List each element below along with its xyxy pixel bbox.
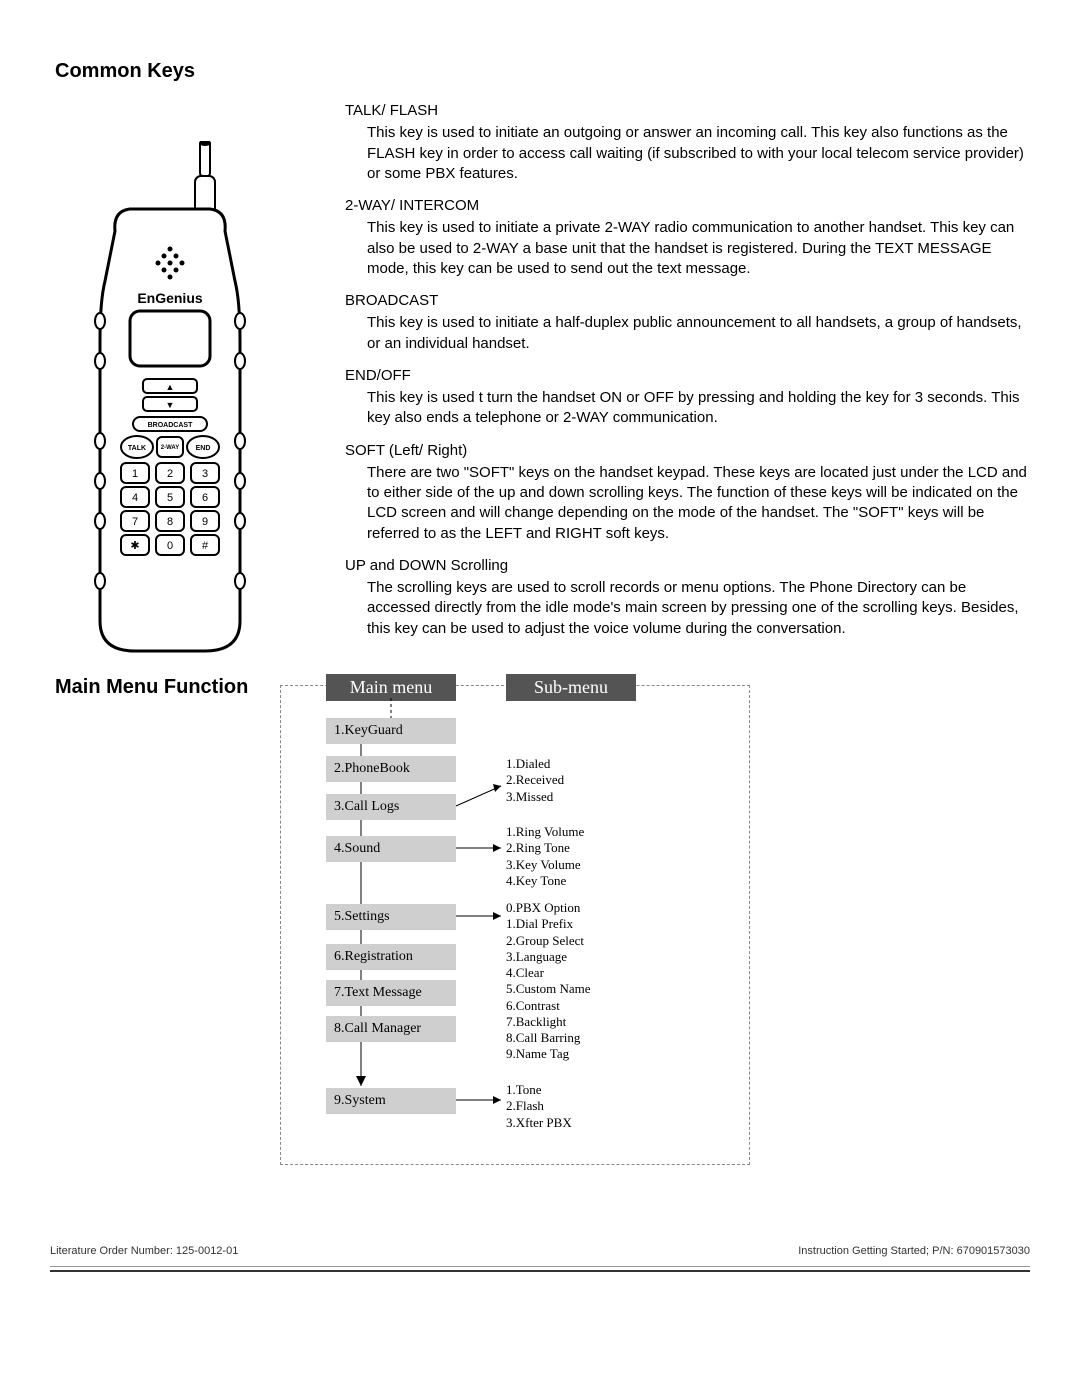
key-title-2: BROADCAST: [345, 291, 1030, 311]
sub-system: 1.Tone 2.Flash 3.Xfter PBX: [506, 1082, 572, 1131]
svg-text:END: END: [196, 445, 211, 452]
svg-text:4: 4: [132, 492, 138, 504]
menu-call-manager: 8.Call Manager: [326, 1016, 456, 1042]
key-title-4: SOFT (Left/ Right): [345, 441, 1030, 461]
top-section: EnGenius ▲ ▼ BROADCAST TALK 2-WAY END 1 …: [55, 101, 1030, 666]
key-desc-2: This key is used to initiate a half-dupl…: [345, 313, 1030, 354]
key-title-1: 2-WAY/ INTERCOM: [345, 196, 1030, 216]
menu-diagram: Main menu Sub-menu 1.KeyGuard 2.PhoneBoo…: [280, 685, 750, 1165]
svg-text:8: 8: [167, 516, 173, 528]
footer-rule-thick: [50, 1270, 1030, 1272]
menu-system: 9.System: [326, 1088, 456, 1114]
svg-text:1: 1: [132, 468, 138, 480]
menu-call-logs: 3.Call Logs: [326, 794, 456, 820]
svg-text:BROADCAST: BROADCAST: [148, 422, 193, 429]
svg-text:2-WAY: 2-WAY: [161, 445, 179, 451]
footer-right: Instruction Getting Started; P/N: 670901…: [798, 1245, 1030, 1257]
svg-text:✱: ✱: [130, 540, 139, 552]
menu-settings: 5.Settings: [326, 904, 456, 930]
svg-text:3: 3: [202, 468, 208, 480]
svg-text:2: 2: [167, 468, 173, 480]
sub-sound: 1.Ring Volume 2.Ring Tone 3.Key Volume 4…: [506, 824, 584, 889]
menu-registration: 6.Registration: [326, 944, 456, 970]
footer-rule-thin: [50, 1266, 1030, 1267]
key-title-0: TALK/ FLASH: [345, 101, 1030, 121]
key-desc-5: The scrolling keys are used to scroll re…: [345, 578, 1030, 639]
page-title: Common Keys: [55, 60, 1030, 83]
key-descriptions: TALK/ FLASHThis key is used to initiate …: [345, 101, 1030, 666]
key-desc-1: This key is used to initiate a private 2…: [345, 218, 1030, 279]
svg-text:TALK: TALK: [128, 445, 146, 452]
menu-sound: 4.Sound: [326, 836, 456, 862]
svg-text:5: 5: [167, 492, 173, 504]
svg-text:▼: ▼: [166, 400, 175, 410]
phone-svg: EnGenius ▲ ▼ BROADCAST TALK 2-WAY END 1 …: [55, 141, 285, 661]
svg-text:7: 7: [132, 516, 138, 528]
sub-call-logs: 1.Dialed 2.Received 3.Missed: [506, 756, 564, 805]
footer-left: Literature Order Number: 125-0012-01: [50, 1245, 238, 1257]
svg-text:6: 6: [202, 492, 208, 504]
menu-phonebook: 2.PhoneBook: [326, 756, 456, 782]
key-title-5: UP and DOWN Scrolling: [345, 556, 1030, 576]
phone-illustration: EnGenius ▲ ▼ BROADCAST TALK 2-WAY END 1 …: [55, 101, 325, 666]
svg-text:0: 0: [167, 540, 173, 552]
key-desc-0: This key is used to initiate an outgoing…: [345, 123, 1030, 184]
key-desc-3: This key is used t turn the handset ON o…: [345, 388, 1030, 429]
svg-text:9: 9: [202, 516, 208, 528]
phone-brand: EnGenius: [137, 290, 203, 306]
key-desc-4: There are two "SOFT" keys on the handset…: [345, 463, 1030, 544]
key-title-3: END/OFF: [345, 366, 1030, 386]
menu-text-message: 7.Text Message: [326, 980, 456, 1006]
menu-keyguard: 1.KeyGuard: [326, 718, 456, 744]
footer: Literature Order Number: 125-0012-01 Ins…: [50, 1245, 1030, 1257]
sub-settings: 0.PBX Option 1.Dial Prefix 2.Group Selec…: [506, 900, 591, 1063]
svg-text:#: #: [202, 540, 209, 552]
svg-text:▲: ▲: [166, 382, 175, 392]
